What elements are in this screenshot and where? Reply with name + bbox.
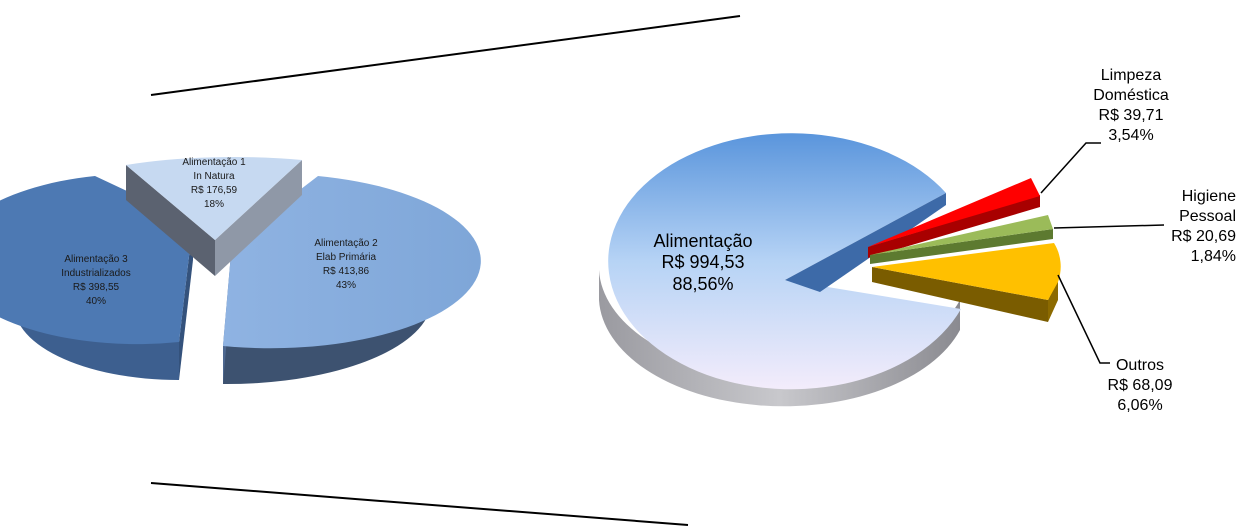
svg-text:18%: 18% <box>204 199 224 210</box>
right-slice-higiene-pessoal <box>870 215 1053 264</box>
svg-text:43%: 43% <box>336 280 356 291</box>
left-label-alimentacao-2: Alimentação 2 Elab Primária R$ 413,86 43… <box>314 238 378 291</box>
right-label-higiene-pessoal: Higiene Pessoal R$ 20,69 1,84% <box>1171 188 1236 265</box>
svg-text:R$ 176,59: R$ 176,59 <box>191 185 238 196</box>
svg-text:3,54%: 3,54% <box>1108 127 1153 144</box>
svg-text:Alimentação 2: Alimentação 2 <box>314 238 378 249</box>
right-label-limpeza-domestica: Limpeza Doméstica R$ 39,71 3,54% <box>1093 67 1169 144</box>
svg-text:R$ 68,09: R$ 68,09 <box>1108 377 1173 394</box>
svg-text:Limpeza: Limpeza <box>1101 67 1162 84</box>
right-pie: Alimentação R$ 994,53 88,56% Limpeza Dom… <box>599 67 1236 414</box>
svg-text:R$ 413,86: R$ 413,86 <box>323 266 370 277</box>
svg-text:6,06%: 6,06% <box>1117 397 1162 414</box>
svg-text:R$ 39,71: R$ 39,71 <box>1099 107 1164 124</box>
svg-text:Elab Primária: Elab Primária <box>316 252 376 263</box>
leader-line-outros <box>1057 274 1110 364</box>
leader-line-higiene <box>1053 224 1165 229</box>
svg-text:R$ 398,55: R$ 398,55 <box>73 282 120 293</box>
svg-text:R$ 994,53: R$ 994,53 <box>661 252 744 272</box>
svg-text:1,84%: 1,84% <box>1191 248 1236 265</box>
svg-text:88,56%: 88,56% <box>672 274 733 294</box>
right-slice-alimentacao <box>608 133 961 390</box>
right-slice-outros <box>872 243 1061 322</box>
right-slice-limpeza-domestica <box>868 178 1040 258</box>
leader-line-limpeza <box>1040 142 1101 194</box>
left-slice-alimentacao-1 <box>126 157 302 276</box>
svg-text:Higiene: Higiene <box>1182 188 1236 205</box>
connector-line-bottom <box>150 482 689 526</box>
connector-line-top <box>150 15 741 96</box>
right-label-outros: Outros R$ 68,09 6,06% <box>1108 357 1173 414</box>
left-label-alimentacao-3: Alimentação 3 Industrializados R$ 398,55… <box>61 254 130 307</box>
left-pie: Alimentação 1 In Natura R$ 176,59 18% Al… <box>0 157 481 385</box>
svg-text:Alimentação: Alimentação <box>653 231 752 251</box>
left-label-alimentacao-1: Alimentação 1 In Natura R$ 176,59 18% <box>182 157 246 210</box>
svg-text:40%: 40% <box>86 296 106 307</box>
svg-text:In Natura: In Natura <box>193 171 235 182</box>
svg-text:Industrializados: Industrializados <box>61 268 130 279</box>
svg-text:Outros: Outros <box>1116 357 1164 374</box>
svg-text:Alimentação 3: Alimentação 3 <box>64 254 128 265</box>
left-slice-alimentacao-3 <box>0 176 193 381</box>
left-slice-alimentacao-2 <box>223 176 481 385</box>
svg-text:Alimentação 1: Alimentação 1 <box>182 157 246 168</box>
right-label-alimentacao: Alimentação R$ 994,53 88,56% <box>653 231 752 294</box>
svg-text:R$ 20,69: R$ 20,69 <box>1171 228 1236 245</box>
svg-text:Pessoal: Pessoal <box>1179 208 1236 225</box>
svg-text:Doméstica: Doméstica <box>1093 87 1169 104</box>
